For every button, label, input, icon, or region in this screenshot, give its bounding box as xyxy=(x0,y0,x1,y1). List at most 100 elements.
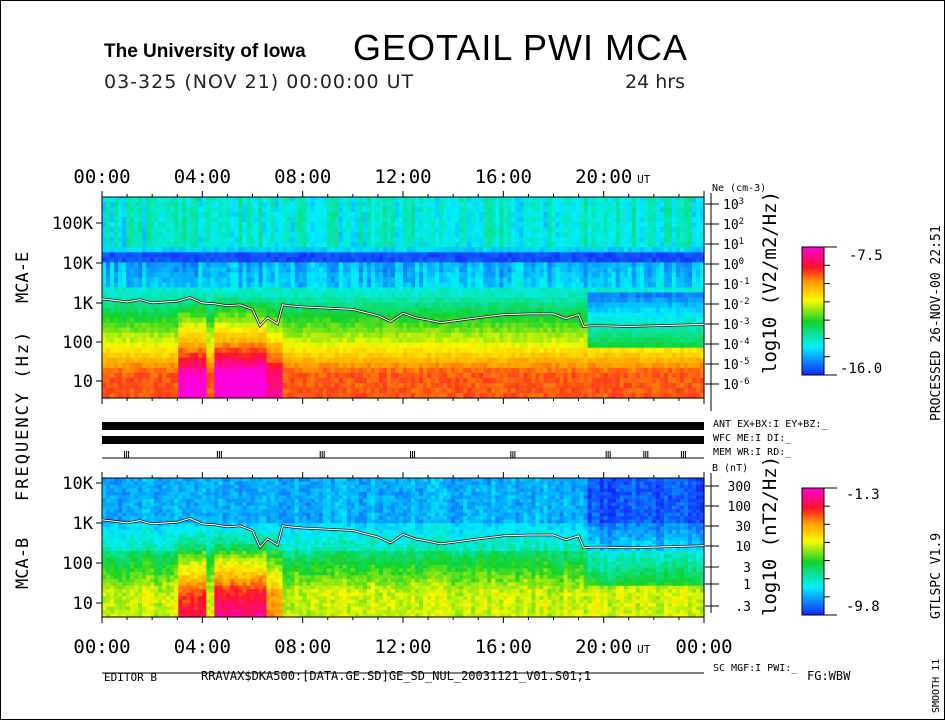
spectrogram-cell xyxy=(170,202,175,208)
spectrogram-cell xyxy=(567,332,573,339)
spectrogram-cell xyxy=(278,232,284,238)
spectrogram-cell xyxy=(154,332,159,339)
spectrogram-cell xyxy=(386,362,392,369)
spectrogram-cell xyxy=(559,392,565,399)
spectrogram-cell xyxy=(531,252,537,258)
spectrogram-cell xyxy=(342,207,348,213)
spectrogram-cell xyxy=(118,377,123,384)
spectrogram-cell xyxy=(398,197,404,203)
spectrogram-cell xyxy=(274,342,280,349)
spectrogram-cell xyxy=(555,302,561,309)
spectrogram-cell xyxy=(431,307,436,314)
spectrogram-cell xyxy=(186,267,191,273)
spectrogram-cell xyxy=(411,267,416,273)
spectrogram-cell xyxy=(290,282,296,289)
spectrogram-cell xyxy=(330,352,336,359)
spectrogram-cell xyxy=(455,292,460,299)
spectrogram-cell xyxy=(158,237,163,243)
spectrogram-cell xyxy=(162,257,167,263)
spectrogram-cell xyxy=(234,212,240,218)
spectrogram-cell xyxy=(587,232,593,238)
spectrogram-cell xyxy=(547,357,553,364)
spectrogram-cell xyxy=(130,392,135,399)
spectrogram-cell xyxy=(543,242,549,248)
spectrogram-cell xyxy=(543,277,549,284)
spectrogram-cell xyxy=(479,312,484,319)
spectrogram-cell xyxy=(551,377,557,384)
spectrogram-cell xyxy=(358,207,364,213)
spectrogram-cell xyxy=(559,197,565,203)
spectrogram-cell xyxy=(118,317,123,324)
spectrogram-cell xyxy=(118,237,123,243)
spectrogram-cell xyxy=(298,387,304,394)
spectrogram-cell xyxy=(579,312,585,319)
spectrogram-cell xyxy=(298,297,304,304)
spectrogram-cell xyxy=(511,212,516,218)
spectrogram-cell xyxy=(258,242,264,248)
spectrogram-cell xyxy=(306,352,312,359)
spectrogram-cell xyxy=(210,317,215,324)
spectrogram-cell xyxy=(575,382,581,389)
spectrogram-cell xyxy=(330,257,336,263)
spectrogram-cell xyxy=(423,282,428,289)
spectrogram-cell xyxy=(122,292,127,299)
spectrogram-cell xyxy=(166,352,171,359)
spectrogram-cell xyxy=(326,297,332,304)
spectrogram-cell xyxy=(407,212,412,218)
spectrogram-cell xyxy=(403,337,408,344)
spectrogram-cell xyxy=(110,292,115,299)
spectrogram-cell xyxy=(254,257,260,263)
spectrogram-cell xyxy=(370,342,376,349)
spectrogram-cell xyxy=(366,247,372,253)
spectrogram-cell xyxy=(378,292,384,299)
spectrogram-cell xyxy=(202,362,207,369)
spectrogram-cell xyxy=(258,337,264,344)
spectrogram-cell xyxy=(134,327,139,334)
spectrogram-cell xyxy=(138,262,143,268)
spectrogram-cell xyxy=(218,317,223,324)
spectrogram-cell xyxy=(342,277,348,284)
spectrogram-cell xyxy=(386,392,392,399)
spectrogram-cell xyxy=(507,247,512,253)
spectrogram-cell xyxy=(130,387,135,394)
spectrogram-cell xyxy=(126,252,131,258)
spectrogram-cell xyxy=(535,252,541,258)
spectrogram-cell xyxy=(483,282,488,289)
spectrogram-cell xyxy=(158,392,163,399)
spectrogram-cell xyxy=(583,252,589,258)
spectrogram-cell xyxy=(515,262,520,268)
spectrogram-cell xyxy=(310,207,316,213)
spectrogram-cell xyxy=(310,377,316,384)
spectrogram-cell xyxy=(507,302,512,309)
spectrogram-cell xyxy=(507,367,512,374)
spectrogram-cell xyxy=(194,352,199,359)
spectrogram-cell xyxy=(266,337,272,344)
spectrogram-cell xyxy=(575,227,581,233)
spectrogram-cell xyxy=(226,237,232,243)
spectrogram-cell xyxy=(162,197,167,203)
spectrogram-cell xyxy=(150,232,155,238)
spectrogram-cell xyxy=(150,392,155,399)
spectrogram-cell xyxy=(166,237,171,243)
spectrogram-cell xyxy=(278,322,284,329)
spectrogram-cell xyxy=(366,372,372,379)
spectrogram-cell xyxy=(439,342,444,349)
spectrogram-cell xyxy=(330,242,336,248)
spectrogram-cell xyxy=(463,232,468,238)
spectrogram-cell xyxy=(314,377,320,384)
spectrogram-cell xyxy=(346,332,352,339)
spectrogram-cell xyxy=(134,377,139,384)
spectrogram-cell xyxy=(146,357,151,364)
spectrogram-cell xyxy=(306,252,312,258)
spectrogram-cell xyxy=(310,222,316,228)
spectrogram-cell xyxy=(370,282,376,289)
spectrogram-cell xyxy=(174,312,179,319)
spectrogram-cell xyxy=(350,257,356,263)
spectrogram-cell xyxy=(575,352,581,359)
spectrogram-cell xyxy=(511,252,516,258)
spectrogram-cell xyxy=(487,247,492,253)
spectrogram-cell xyxy=(551,337,557,344)
spectrogram-cell xyxy=(314,327,320,334)
spectrogram-cell xyxy=(318,227,324,233)
spectrogram-cell xyxy=(186,377,191,384)
